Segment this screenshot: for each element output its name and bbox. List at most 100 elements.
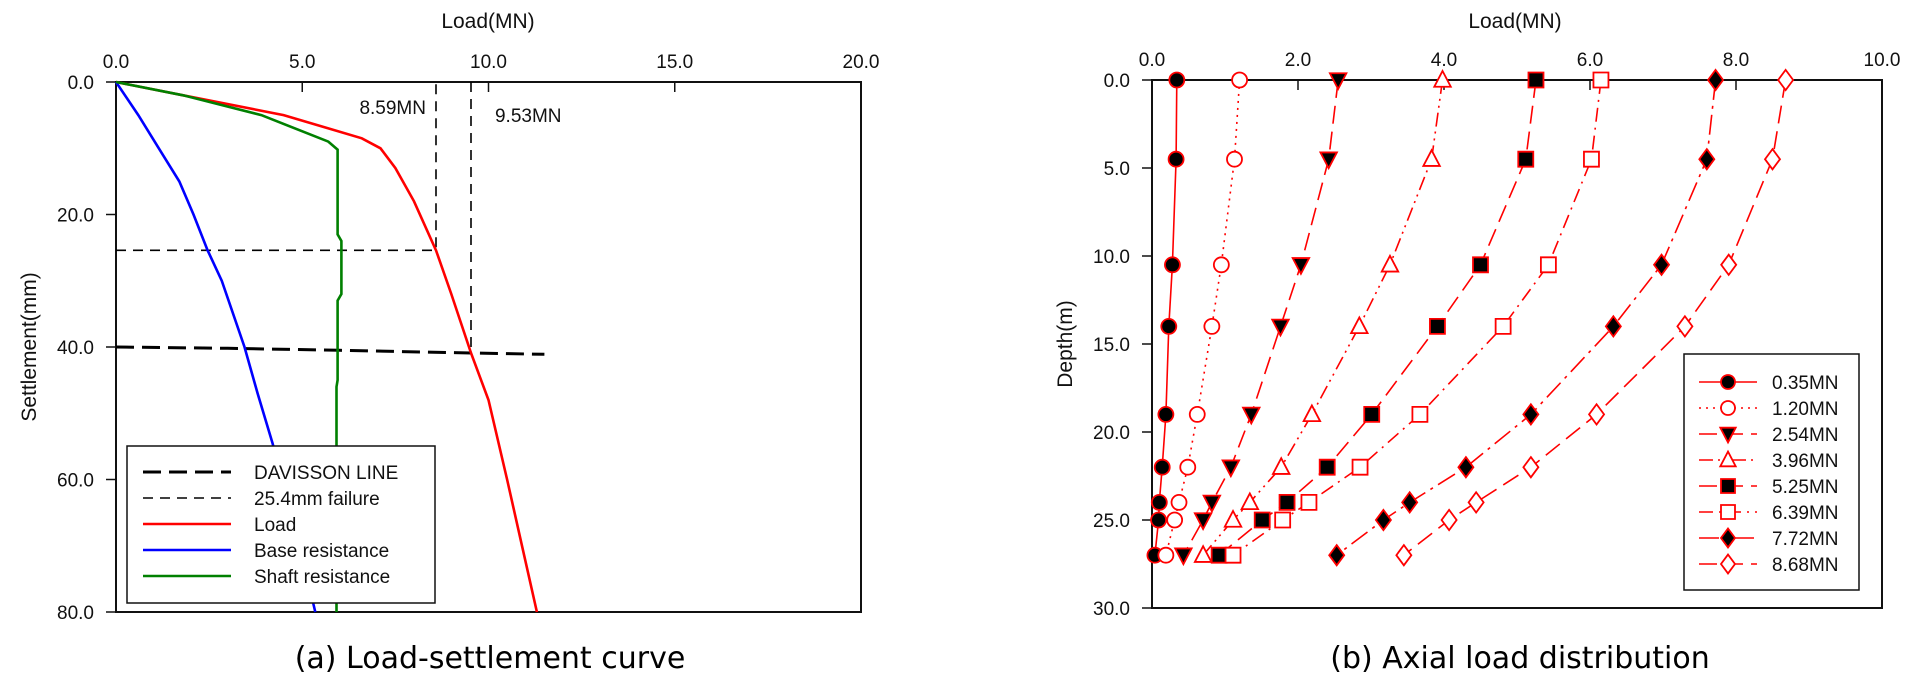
marker-diamond	[1467, 490, 1485, 515]
series-3-96mn	[1193, 69, 1453, 563]
axial-load-distribution-chart: 0.0 2.0 4.0 6.0 8.0 10.0 0.0 5.0 10.0 15.0 20.0 25.…	[1093, 50, 1900, 620]
marker-triangle-down	[1193, 512, 1213, 531]
x-tick-label: 6.0	[1577, 50, 1603, 71]
marker-diamond	[1698, 147, 1716, 171]
marker-circle	[1170, 493, 1188, 511]
marker-square	[1583, 150, 1600, 168]
y-tick-label: 20.0	[57, 206, 94, 227]
series-line	[1182, 79, 1339, 556]
marker-circle	[1166, 511, 1184, 529]
series-25-4mm-failure	[116, 82, 437, 252]
legend-label: Base resistance	[254, 541, 389, 562]
marker-triangle-down	[1202, 494, 1222, 514]
y-axis-title-a: Settlement(mm)	[18, 272, 41, 421]
marker-circle	[1167, 150, 1185, 168]
legend-box	[1683, 353, 1860, 591]
y-tick-label: 60.0	[57, 471, 94, 492]
y-axis-title-b: Depth(m)	[1054, 300, 1077, 388]
marker-triangle-up	[1193, 544, 1213, 563]
x-tick-label: 15.0	[656, 52, 693, 73]
marker-diamond	[1763, 147, 1782, 171]
marker-square	[1318, 458, 1336, 476]
marker-square	[1429, 317, 1446, 335]
legend-label: 0.35MN	[1772, 373, 1839, 394]
marker-diamond	[1587, 402, 1606, 427]
legend-label: 6.39MN	[1772, 503, 1839, 524]
series-2-54mn	[1173, 72, 1348, 567]
legend-label: 8.68MN	[1772, 555, 1839, 576]
x-axis-title-a: Load(MN)	[441, 10, 534, 33]
marker-circle	[1168, 71, 1186, 89]
load-settlement-chart: 0.0 5.0 10.0 15.0 20.0 0.0 20.0 40.0 60.0 80.0 8.5…	[57, 52, 879, 624]
marker-square	[1539, 256, 1557, 274]
marker-circle	[1212, 256, 1230, 274]
y-tick-label: 40.0	[57, 338, 94, 359]
marker-triangle-up	[1421, 148, 1442, 167]
marker-triangle-up	[1240, 491, 1260, 511]
marker-diamond	[1604, 314, 1622, 339]
marker-diamond	[1374, 508, 1393, 532]
marker-triangle-up	[1349, 315, 1370, 335]
marker-square	[1592, 71, 1610, 89]
legend-label: 7.72MN	[1772, 529, 1839, 550]
marker-circle	[1720, 374, 1736, 390]
x-tick-label: 0.0	[103, 52, 129, 73]
series-5-25mn	[1210, 71, 1545, 564]
marker-circle	[1720, 400, 1736, 416]
marker-diamond	[1328, 543, 1346, 567]
y-tick-label: 30.0	[1093, 599, 1130, 620]
series-line	[1218, 79, 1537, 556]
y-tick-label: 0.0	[68, 73, 94, 94]
series-load	[115, 80, 539, 613]
legend: DAVISSON LINE 25.4mm failure Load Base resi…	[126, 445, 436, 604]
x-tick-label: 5.0	[289, 52, 315, 73]
marker-square	[1720, 504, 1736, 520]
y-tick-label: 5.0	[1104, 159, 1130, 180]
marker-square	[1363, 405, 1381, 423]
marker-circle	[1160, 317, 1178, 335]
legend-label: 25.4mm failure	[254, 489, 380, 510]
marker-diamond	[1652, 253, 1671, 277]
marker-circle	[1150, 511, 1167, 529]
marker-diamond	[1522, 402, 1540, 427]
marker-diamond	[1522, 455, 1540, 479]
x-tick-label: 20.0	[843, 52, 880, 73]
y-tick-label: 20.0	[1093, 423, 1130, 444]
marker-triangle-down	[1241, 406, 1262, 426]
marker-triangle-down	[1318, 151, 1339, 171]
marker-square	[1351, 458, 1369, 476]
legend-label: Shaft resistance	[254, 567, 390, 588]
marker-triangle-down	[1173, 547, 1194, 567]
series-8-68mn	[1395, 68, 1795, 567]
y-tick-label: 80.0	[57, 603, 94, 624]
legend-label: Load	[254, 515, 296, 536]
marker-square	[1274, 511, 1292, 529]
marker-triangle-up	[1302, 403, 1322, 423]
marker-diamond	[1719, 527, 1737, 549]
marker-triangle-up	[1380, 253, 1400, 273]
x-tick-label: 4.0	[1431, 50, 1457, 71]
marker-circle	[1150, 493, 1168, 511]
marker-diamond	[1676, 314, 1694, 339]
marker-square	[1720, 478, 1736, 494]
legend-label: 3.96MN	[1772, 451, 1839, 472]
marker-diamond	[1395, 543, 1413, 567]
marker-diamond	[1457, 455, 1475, 479]
y-tick-label: 10.0	[1093, 247, 1130, 268]
marker-triangle-down	[1718, 426, 1738, 445]
legend-label: DAVISSON LINE	[254, 463, 398, 484]
marker-circle	[1164, 256, 1181, 274]
series-davisson-line	[115, 345, 545, 356]
series-7-72mn	[1328, 68, 1725, 567]
marker-circle	[1203, 317, 1221, 335]
marker-circle	[1157, 405, 1175, 423]
marker-circle	[1226, 150, 1243, 168]
marker-diamond	[1777, 68, 1795, 92]
marker-triangle-up	[1271, 456, 1291, 475]
marker-square	[1278, 493, 1296, 511]
x-tick-label: 8.0	[1723, 50, 1749, 71]
marker-square	[1494, 317, 1512, 335]
legend-label: 5.25MN	[1772, 477, 1839, 498]
marker-triangle-down	[1328, 72, 1348, 91]
